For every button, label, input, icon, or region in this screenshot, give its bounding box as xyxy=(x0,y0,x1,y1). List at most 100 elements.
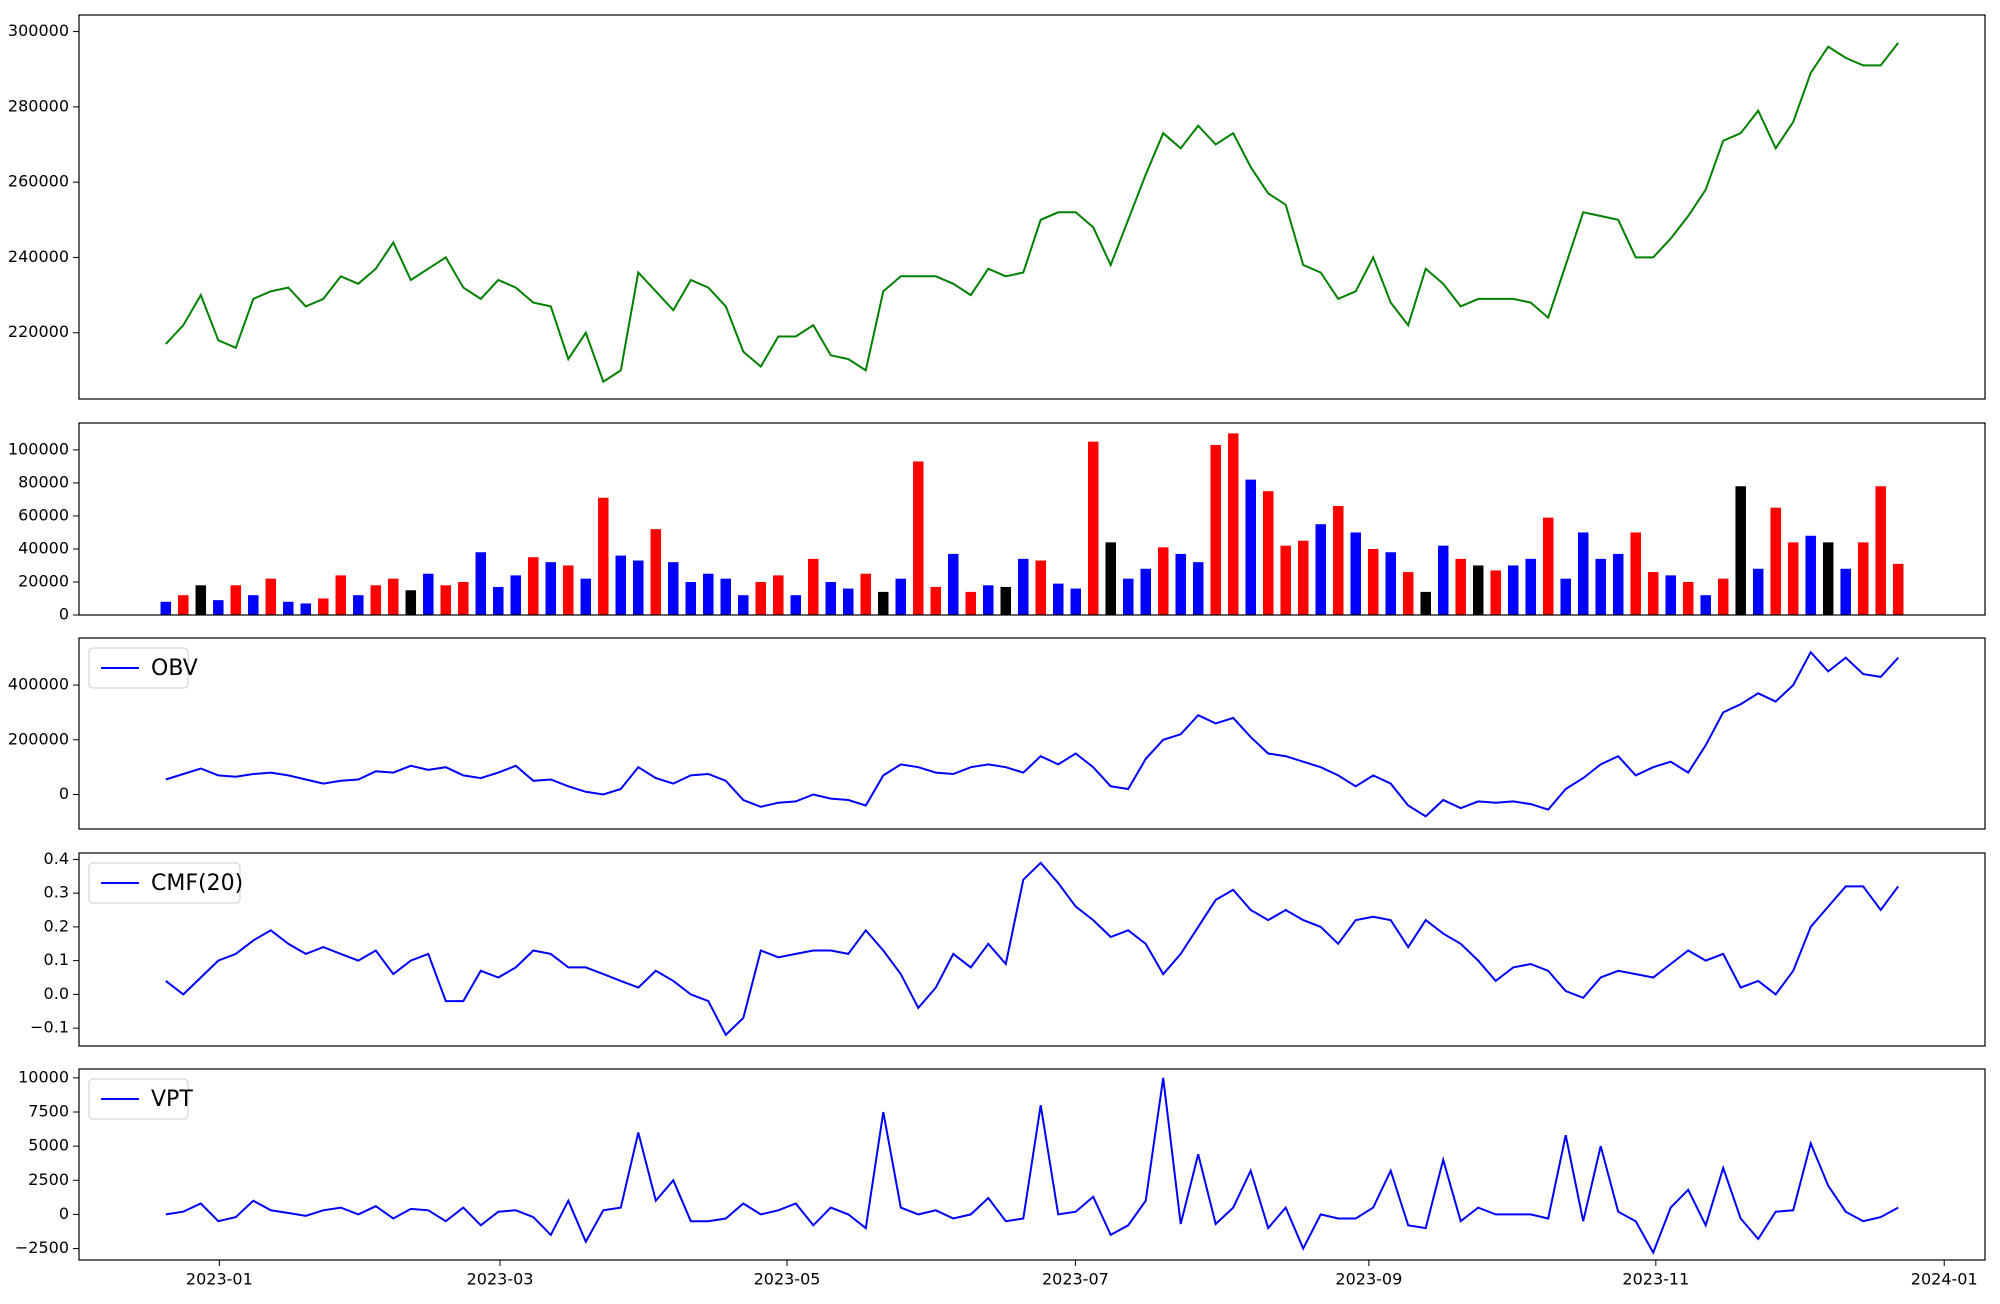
bar xyxy=(300,603,312,615)
bar xyxy=(563,565,574,615)
axes-frame xyxy=(78,637,1986,830)
bar xyxy=(1297,540,1309,615)
axes-frame xyxy=(78,422,1986,616)
bar xyxy=(1752,568,1764,615)
bar xyxy=(1647,572,1659,615)
bar xyxy=(248,595,259,615)
bar xyxy=(1122,578,1134,615)
bar xyxy=(1052,583,1064,615)
bar xyxy=(703,573,714,615)
bar xyxy=(1717,578,1729,615)
bar xyxy=(598,497,609,615)
bar xyxy=(1175,553,1186,615)
line xyxy=(165,650,1899,818)
y-tick-label: 100000 xyxy=(8,439,69,458)
y-tick-label: 7500 xyxy=(28,1102,69,1121)
line xyxy=(165,42,1899,384)
bar xyxy=(1507,565,1519,615)
bar xyxy=(1350,532,1361,615)
bar xyxy=(1105,542,1116,615)
bar xyxy=(1490,570,1501,615)
y-tick-label: 240000 xyxy=(8,247,69,266)
bar xyxy=(178,595,189,615)
bar xyxy=(1140,568,1151,615)
bar xyxy=(1542,517,1554,615)
bar xyxy=(1787,542,1799,615)
bar xyxy=(545,562,557,615)
bar xyxy=(1332,506,1344,615)
bar xyxy=(860,573,872,615)
y-tick-label: 0 xyxy=(59,1204,69,1223)
y-tick-label: 20000 xyxy=(18,571,69,590)
bar xyxy=(1857,542,1869,615)
bar xyxy=(493,586,504,615)
bar xyxy=(615,555,627,615)
bar xyxy=(685,581,697,615)
bar xyxy=(1577,532,1589,615)
bar xyxy=(808,558,819,615)
bar xyxy=(825,581,837,615)
bar xyxy=(1367,548,1379,615)
line xyxy=(165,861,1900,1037)
bar xyxy=(1087,441,1099,615)
bar xyxy=(335,575,347,615)
bar xyxy=(475,552,487,615)
bar xyxy=(650,529,662,615)
y-tick-label: 80000 xyxy=(18,472,69,491)
bar xyxy=(318,598,329,615)
bar xyxy=(1700,595,1711,615)
bar xyxy=(1227,433,1239,615)
bar xyxy=(1192,562,1204,615)
y-tick-label: 40000 xyxy=(18,538,69,557)
bar xyxy=(720,578,732,615)
y-tick-label: 5000 xyxy=(28,1136,69,1155)
bar xyxy=(738,595,749,615)
bar xyxy=(370,585,382,615)
y-tick-label: −0.1 xyxy=(30,1018,69,1037)
bar xyxy=(1402,572,1414,615)
y-tick-label: 60000 xyxy=(18,505,69,524)
bar xyxy=(510,575,522,615)
bar xyxy=(1455,558,1466,615)
bar xyxy=(1735,486,1746,615)
x-tick-label: 2023-03 xyxy=(467,1270,534,1289)
bar xyxy=(1560,578,1571,615)
bar xyxy=(1437,545,1449,615)
bar xyxy=(1018,558,1029,615)
bar xyxy=(773,575,784,615)
bar xyxy=(458,581,469,615)
bar xyxy=(1892,563,1904,615)
bar xyxy=(1525,558,1536,615)
bar xyxy=(1630,532,1641,615)
y-tick-label: 220000 xyxy=(8,322,69,341)
bar xyxy=(580,578,592,615)
bar xyxy=(1805,535,1816,615)
y-tick-label: 280000 xyxy=(8,96,69,115)
bar xyxy=(843,588,854,615)
bar xyxy=(965,591,977,615)
bar xyxy=(1210,444,1221,615)
bar xyxy=(1315,524,1326,615)
bar xyxy=(1035,560,1046,615)
x-tick-label: 2023-07 xyxy=(1042,1270,1109,1289)
legend-label: CMF(20) xyxy=(151,871,243,896)
bar xyxy=(1245,479,1256,615)
x-tick-label: 2024-01 xyxy=(1911,1270,1978,1289)
y-tick-label: 0.2 xyxy=(44,916,69,935)
bar xyxy=(930,586,942,615)
bar xyxy=(1665,575,1676,615)
bar xyxy=(528,557,539,615)
bar xyxy=(913,461,924,615)
bar xyxy=(1840,568,1851,615)
y-tick-label: 10000 xyxy=(18,1067,69,1086)
x-tick-label: 2023-01 xyxy=(186,1270,253,1289)
bar xyxy=(283,601,294,615)
bar xyxy=(1280,545,1291,615)
legend-box xyxy=(88,862,241,904)
x-tick-label: 2023-05 xyxy=(754,1270,821,1289)
bar xyxy=(1875,486,1886,615)
y-tick-label: 0.1 xyxy=(44,950,69,969)
bar xyxy=(1822,542,1834,615)
bar xyxy=(353,595,364,615)
